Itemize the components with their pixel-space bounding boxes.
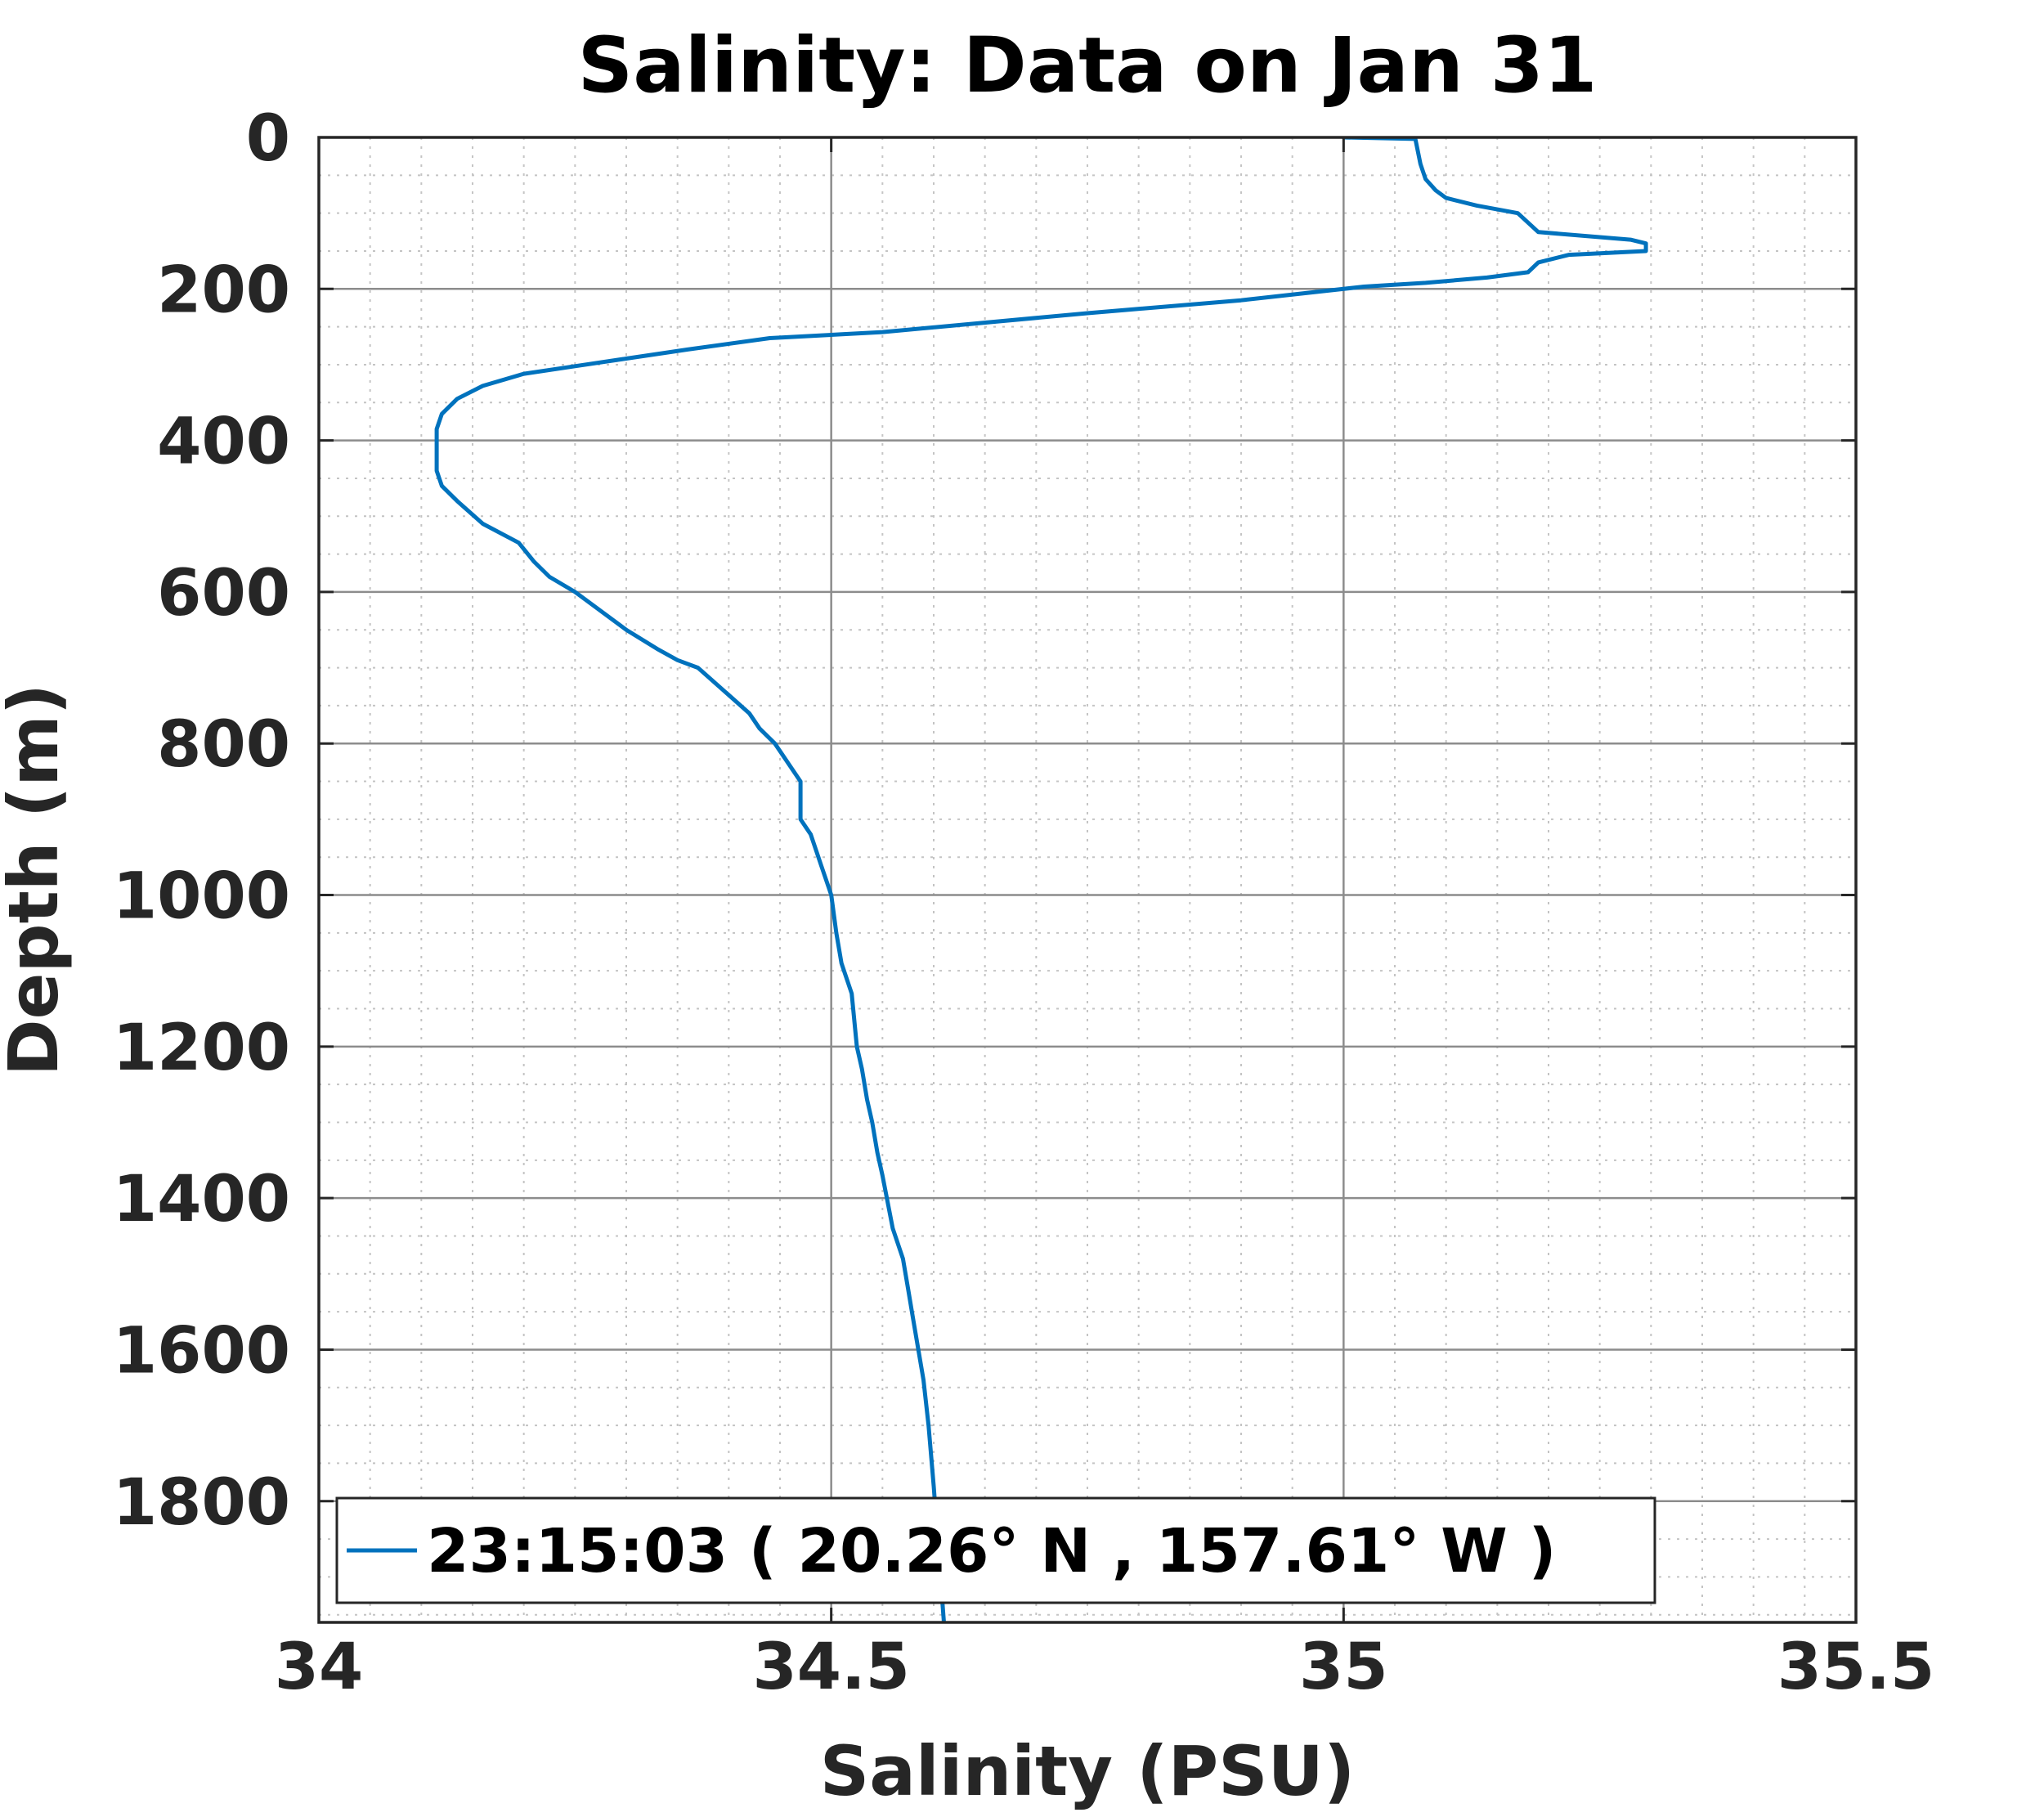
y-tick-label: 1600 (113, 1314, 290, 1388)
y-tick-label: 1400 (113, 1163, 290, 1236)
y-tick-label: 200 (157, 253, 290, 327)
legend-entry-label: 23:15:03 ( 20.26° N , 157.61° W ) (427, 1516, 1556, 1586)
x-tick-label: 34 (275, 1631, 364, 1704)
y-tick-label: 1200 (113, 1012, 290, 1085)
grid-layer (317, 137, 1858, 1622)
y-tick-label: 1800 (113, 1466, 290, 1540)
y-tick-label: 1000 (113, 860, 290, 934)
y-tick-label: 600 (157, 557, 290, 630)
series-line-0 (434, 137, 1648, 1622)
chart-title: Salinity: Data on Jan 31 (578, 21, 1598, 110)
y-tick-label: 400 (157, 406, 290, 479)
x-tick-label: 35 (1299, 1631, 1388, 1704)
legend-box (335, 1496, 1656, 1604)
y-axis-label: Depth (m) (0, 684, 74, 1076)
series-layer (434, 137, 1648, 1622)
x-tick-label: 35.5 (1777, 1631, 1934, 1704)
y-tick-label: 800 (157, 708, 290, 782)
x-tick-label: 34.5 (752, 1631, 909, 1704)
axes-box (317, 136, 1858, 1624)
tick-layer: 34 34.5 35 35.5 0 200 400 600 800 1000 1200 1400 160… (113, 102, 1934, 1704)
y-tick-label: 0 (246, 102, 290, 176)
x-axis-label: Salinity (PSU) (820, 1731, 1356, 1811)
legend: 23:15:03 ( 20.26° N , 157.61° W ) (335, 1496, 1656, 1604)
